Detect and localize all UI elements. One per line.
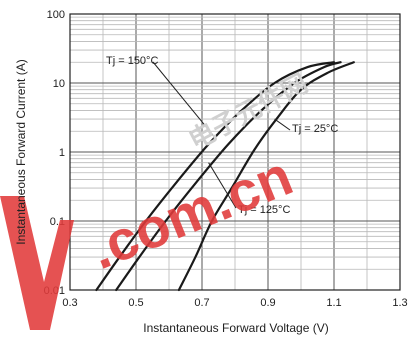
x-tick-label: 1.3 [392, 297, 407, 309]
x-tick-label: 0.9 [260, 297, 275, 309]
y-tick-label: 1 [59, 147, 65, 159]
series-line-1 [95, 61, 336, 292]
watermark-v-logo-shape [0, 196, 74, 330]
x-tick-label: 0.3 [62, 297, 77, 309]
x-axis-label: Instantaneous Forward Voltage (V) [143, 321, 328, 335]
annotation-label: Tj = 25°C [292, 123, 338, 135]
y-tick-label: 10 [53, 78, 65, 90]
series-line-2 [115, 61, 342, 292]
x-tick-label: 1.1 [326, 297, 341, 309]
x-tick-labels: 0.3 0.5 0.7 0.9 1.1 1.3 [62, 297, 407, 309]
plot-frame [69, 13, 401, 291]
y-axis-label: Instantaneous Forward Current (A) [14, 59, 28, 244]
annotation-label: Tj = 150°C [106, 55, 158, 67]
y-tick-label: 100 [47, 9, 65, 21]
series-lines [95, 61, 355, 292]
series-line-3 [177, 61, 355, 292]
annotation-leader [274, 118, 291, 131]
x-tick-label: 0.5 [128, 297, 143, 309]
annotation-label: Tj = 125°C [238, 204, 290, 216]
watermark-cn-text: 电子元件网 [184, 69, 313, 157]
annotation-leader [208, 162, 237, 209]
x-tick-label: 0.7 [194, 297, 209, 309]
annotations: Tj = 150°C Tj = 25°C Tj = 125°C [106, 55, 338, 216]
annotation-leader [152, 61, 216, 139]
watermark: 电子元件网 .com.cn V [0, 69, 313, 330]
